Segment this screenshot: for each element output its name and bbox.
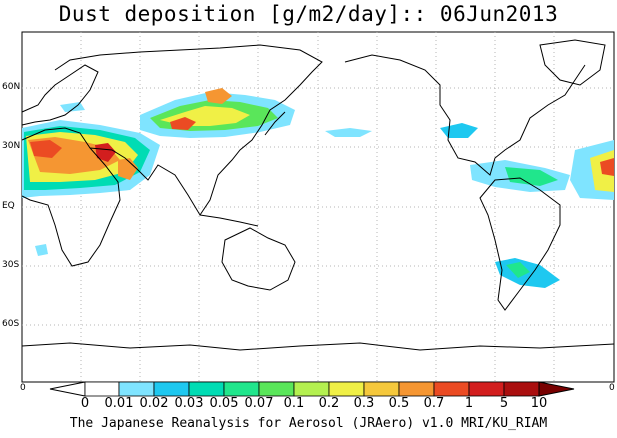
lat-label-60s: 60S <box>2 319 20 329</box>
plume-arabia-red <box>95 143 116 162</box>
colorbar-bin-4 <box>223 381 260 397</box>
plume-caribbean-green <box>505 167 558 186</box>
colorbar-bin-6 <box>293 381 330 397</box>
edge-label-left: 0 <box>20 383 26 393</box>
colorbar-bin-5 <box>258 381 295 397</box>
dust-plumes <box>22 88 614 288</box>
plume-patagonia-green <box>506 262 530 278</box>
colorbar-label: 0.7 <box>423 396 445 411</box>
colorbar-high-arrow <box>538 381 575 397</box>
plume-sahara-red <box>30 140 62 158</box>
colorbar-label: 0.1 <box>283 396 305 411</box>
plume-pacific <box>325 128 372 137</box>
coastlines <box>21 39 615 351</box>
edge-label-right: 0 <box>609 383 615 393</box>
colorbar-label: 0.2 <box>318 396 340 411</box>
colorbar-bin-3 <box>188 381 225 397</box>
lat-label-60n: 60N <box>2 82 21 92</box>
colorbar-bin-11 <box>468 381 505 397</box>
colorbar-bin-2 <box>153 381 190 397</box>
coast-asia <box>54 44 323 216</box>
colorbar-label: 0.02 <box>139 396 169 411</box>
colorbar-label: 0.3 <box>353 396 375 411</box>
coast-north-america <box>344 54 586 176</box>
colorbar-label: 0 <box>80 396 90 411</box>
coast-africa <box>21 127 121 267</box>
credit-line: The Japanese Reanalysis for Aerosol (JRA… <box>69 416 548 431</box>
map-title: Dust deposition [g/m2/day]:: 06Jun2013 <box>58 2 559 26</box>
colorbar <box>49 381 575 397</box>
plume-asia-red <box>170 117 196 130</box>
colorbar-label: 1 <box>464 396 474 411</box>
plume-s-africa <box>35 244 48 256</box>
coast-greenland <box>539 39 606 86</box>
colorbar-label: 0.03 <box>174 396 204 411</box>
colorbar-label: 10 <box>530 396 548 411</box>
plume-arabia-orange <box>118 158 138 180</box>
coast-europe <box>21 64 99 126</box>
plume-mongolia <box>205 88 232 104</box>
colorbar-label: 0.05 <box>209 396 239 411</box>
lat-label-30n: 30N <box>2 141 21 151</box>
coast-south-america <box>479 177 561 311</box>
coast-japan <box>264 111 286 136</box>
colorbar-bin-10 <box>433 381 470 397</box>
coast-indonesia <box>199 214 259 227</box>
coast-australia <box>221 227 296 291</box>
plume-right-edge-red <box>600 158 614 176</box>
lat-label-30s: 30S <box>2 260 20 270</box>
colorbar-label: 0.5 <box>388 396 410 411</box>
colorbar-bin-8 <box>363 381 400 397</box>
colorbar-label: 0.01 <box>104 396 134 411</box>
graticule <box>22 32 614 382</box>
colorbar-bin-7 <box>328 381 365 397</box>
colorbar-bin-1 <box>118 381 155 397</box>
lat-label-eq: EQ <box>2 201 15 211</box>
colorbar-bin-0 <box>84 381 120 397</box>
colorbar-label: 5 <box>499 396 509 411</box>
colorbar-bin-12 <box>503 381 540 397</box>
coast-antarctica <box>21 342 615 351</box>
colorbar-low-arrow <box>49 381 86 397</box>
colorbar-bin-9 <box>398 381 435 397</box>
colorbar-label: 0.07 <box>244 396 274 411</box>
